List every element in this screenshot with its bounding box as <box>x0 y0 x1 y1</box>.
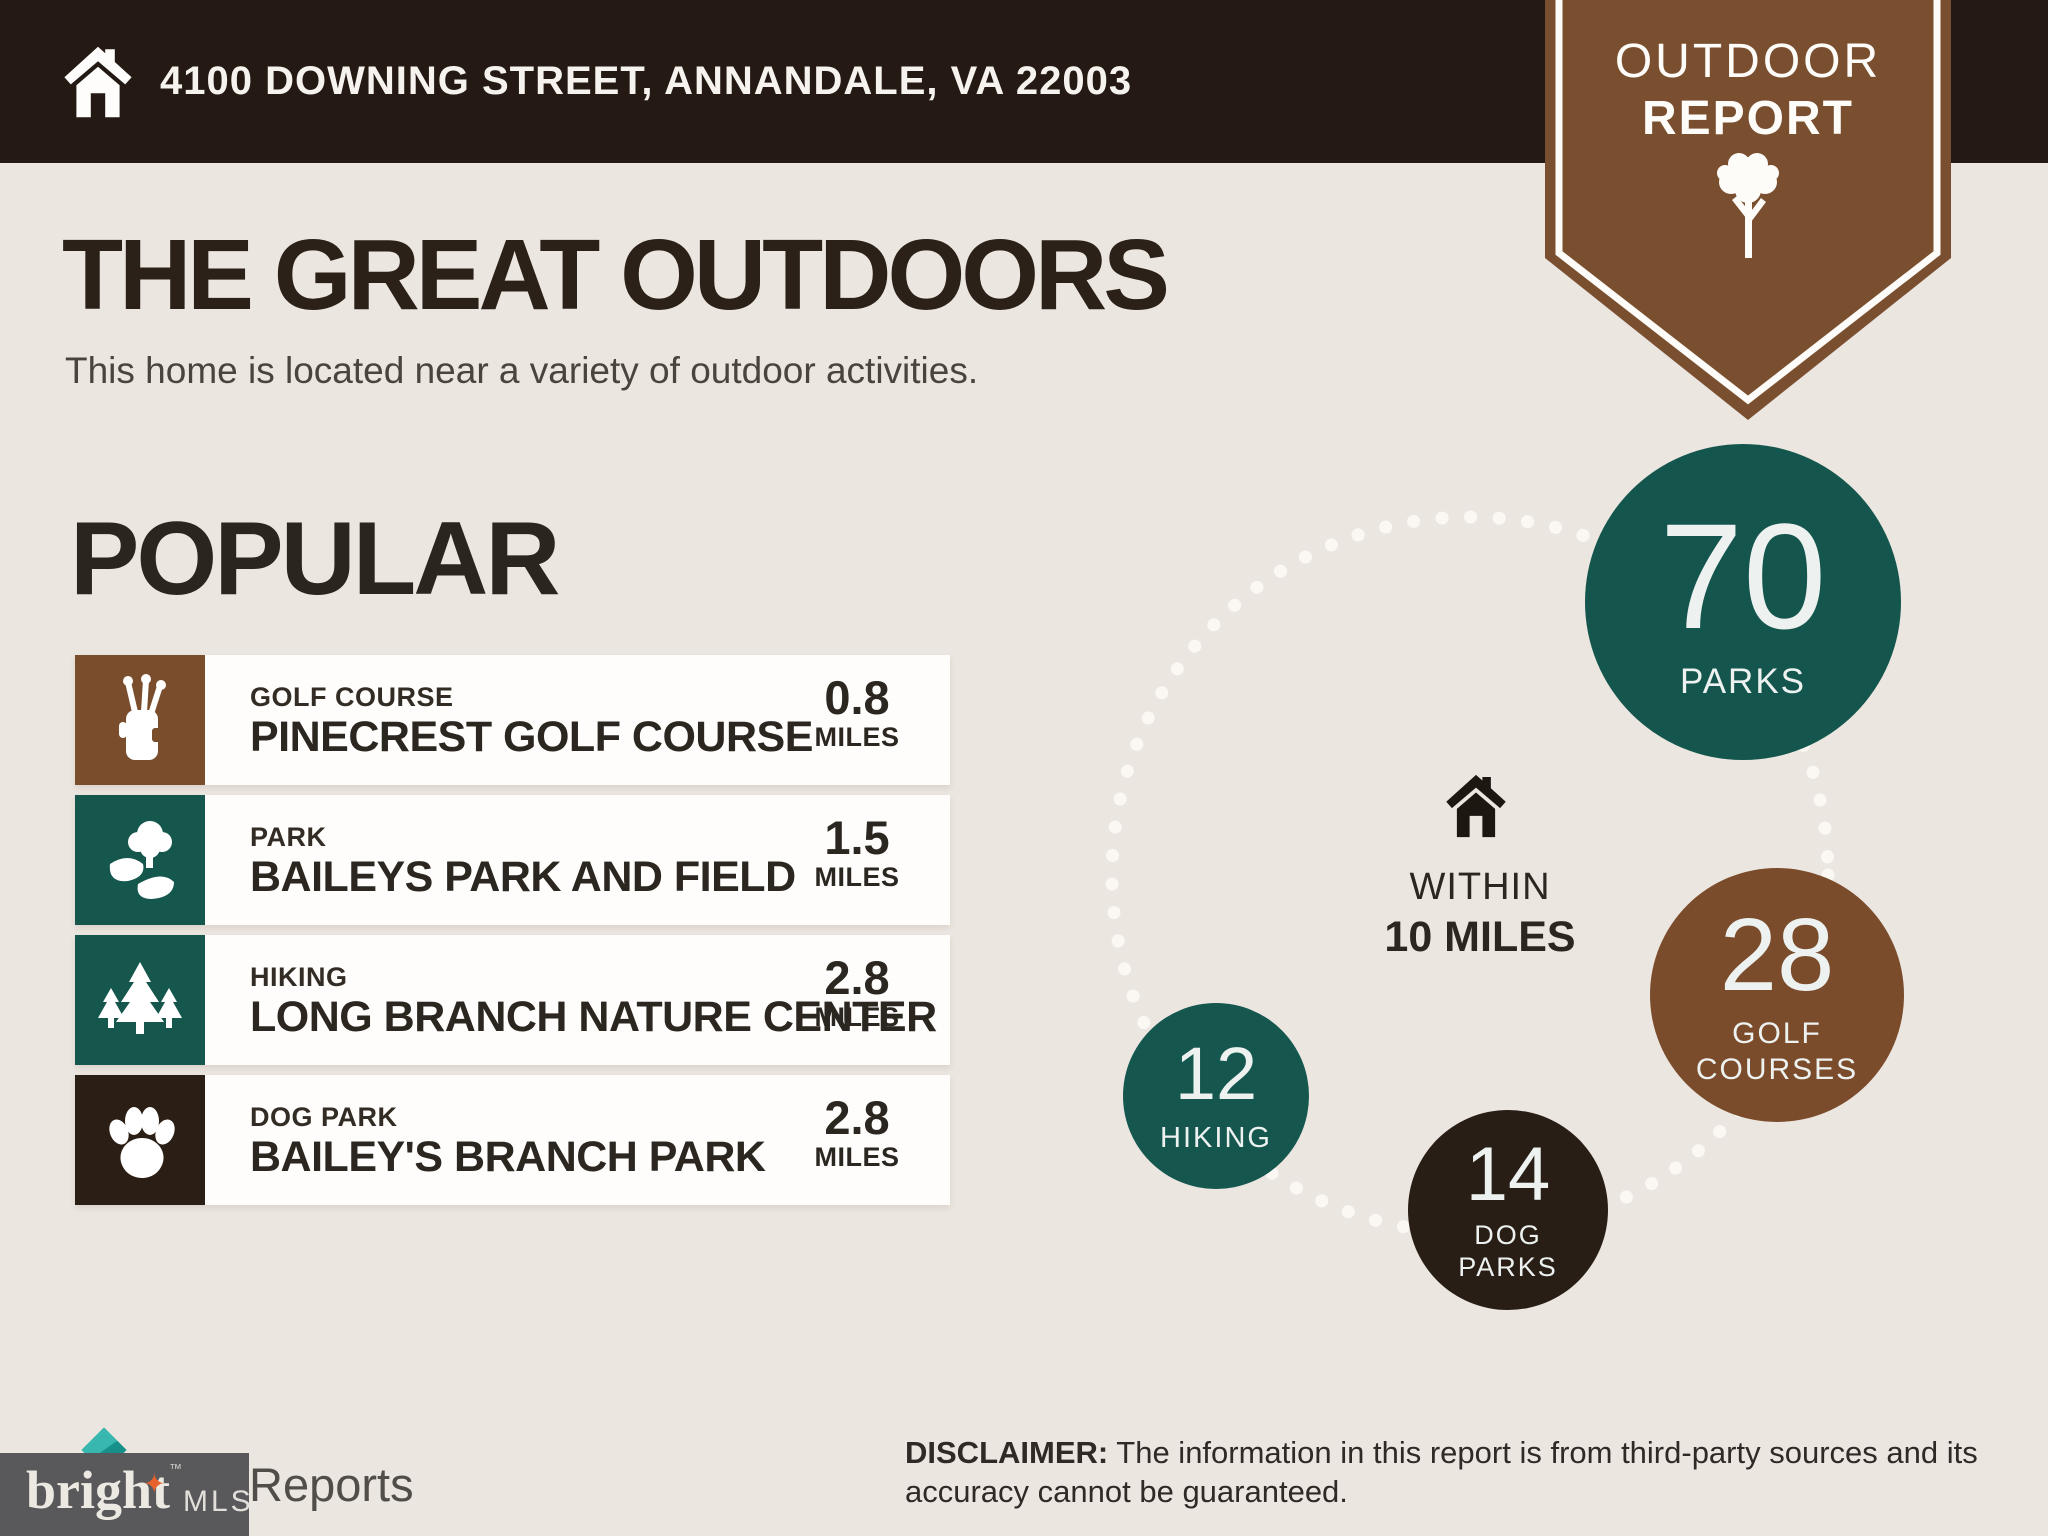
distance-unit: MILES <box>814 722 900 753</box>
park-tree-icon <box>75 795 205 925</box>
ribbon-line2: REPORT <box>1641 91 1854 145</box>
center-home-icon <box>1446 774 1506 838</box>
distance-unit: MILES <box>814 1142 900 1173</box>
list-item-hiking: HIKING LONG BRANCH NATURE CENTER 2.8 MIL… <box>75 935 950 1065</box>
disclaimer-text: DISCLAIMER: The information in this repo… <box>905 1434 1980 1512</box>
popular-heading: POPULAR <box>70 501 560 617</box>
radius-value: 10 MILES <box>1384 913 1576 961</box>
list-item-golf-course: GOLF COURSE PINECREST GOLF COURSE 0.8 MI… <box>75 655 950 785</box>
disclaimer-label: DISCLAIMER: <box>905 1435 1109 1470</box>
item-distance: 2.8 MILES <box>792 1093 922 1173</box>
item-distance: 0.8 MILES <box>792 673 922 753</box>
ribbon-title: OUTDOOR REPORT <box>1545 34 1951 147</box>
distance-value: 0.8 <box>824 671 890 724</box>
distance-value: 1.5 <box>824 811 890 864</box>
hiking-label: HIKING <box>1160 1121 1272 1154</box>
bubble-golf-courses: 28 GOLF COURSES <box>1650 868 1904 1122</box>
item-name: PINECREST GOLF COURSE <box>250 713 813 761</box>
property-address: 4100 DOWNING STREET, ANNANDALE, VA 22003 <box>160 59 1133 103</box>
within-radius-label: WITHIN 10 MILES <box>1350 866 1610 962</box>
reports-logo-text: Reports <box>249 1458 414 1511</box>
item-category: HIKING <box>250 962 348 992</box>
parks-count: 70 <box>1659 492 1827 660</box>
dog-parks-label: DOG PARKS <box>1458 1219 1558 1282</box>
golf-bag-icon <box>75 655 205 785</box>
ribbon-line1: OUTDOOR <box>1614 35 1882 88</box>
item-category: PARK <box>250 822 327 852</box>
item-name: BAILEY'S BRANCH PARK <box>250 1133 766 1181</box>
bubble-dog-parks: 14 DOG PARKS <box>1408 1110 1608 1310</box>
golf-label: GOLF COURSES <box>1695 1016 1859 1086</box>
paw-icon <box>75 1075 205 1205</box>
item-distance: 2.8 MILES <box>792 953 922 1033</box>
bubble-parks: 70 PARKS <box>1585 444 1901 760</box>
distance-unit: MILES <box>814 862 900 893</box>
disclaimer-body: The information in this report is from t… <box>905 1435 1978 1509</box>
pine-trees-icon <box>75 935 205 1065</box>
trademark-symbol: ™ <box>169 1461 182 1476</box>
home-icon <box>64 46 132 117</box>
outdoor-report-ribbon: OUTDOOR REPORT <box>1545 0 1951 425</box>
page-subtitle: This home is located near a variety of o… <box>65 350 979 391</box>
distance-value: 2.8 <box>824 1091 890 1144</box>
item-category: GOLF COURSE <box>250 682 454 712</box>
hiking-count: 12 <box>1174 1031 1258 1115</box>
dog-parks-count: 14 <box>1465 1131 1551 1217</box>
item-name: LONG BRANCH NATURE CENTER <box>250 993 937 1041</box>
star-icon: ✦ <box>143 1469 166 1499</box>
mls-wordmark: MLS <box>183 1485 254 1518</box>
golf-count: 28 <box>1719 896 1835 1012</box>
ten-mile-dotted-circle <box>1105 510 1835 1240</box>
item-distance: 1.5 MILES <box>792 813 922 893</box>
parks-label: PARKS <box>1679 662 1807 701</box>
tree-icon <box>1717 153 1779 258</box>
within-word: WITHIN <box>1409 866 1551 908</box>
bubble-hiking: 12 HIKING <box>1123 1003 1309 1189</box>
page-title: THE GREAT OUTDOORS <box>62 219 1170 331</box>
item-name: BAILEYS PARK AND FIELD <box>250 853 796 901</box>
item-category: DOG PARK <box>250 1102 398 1132</box>
distance-unit: MILES <box>814 1002 900 1033</box>
bright-wordmark: bright <box>26 1460 171 1520</box>
distance-value: 2.8 <box>824 951 890 1004</box>
list-item-dog-park: DOG PARK BAILEY'S BRANCH PARK 2.8 MILES <box>75 1075 950 1205</box>
list-item-park: PARK BAILEYS PARK AND FIELD 1.5 MILES <box>75 795 950 925</box>
bright-mls-logo: bright ✦ ™ MLS <box>0 1453 251 1536</box>
